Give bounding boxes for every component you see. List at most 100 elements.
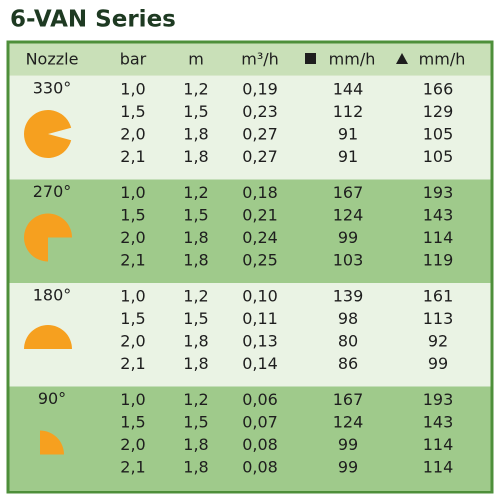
cell: 0,10 — [242, 287, 278, 306]
cell: 0,24 — [242, 228, 278, 247]
triangle-icon — [396, 53, 408, 64]
cell: 1,8 — [183, 228, 208, 247]
cell: 1,0 — [120, 80, 145, 99]
cell: 2,1 — [120, 251, 145, 270]
cell: 0,27 — [242, 125, 278, 144]
cell: 86 — [338, 354, 358, 373]
cell: 0,08 — [242, 458, 278, 477]
cell: 99 — [338, 228, 358, 247]
cell: 161 — [423, 287, 454, 306]
group-background — [9, 179, 491, 283]
cell: 1,5 — [183, 102, 208, 121]
cell: 112 — [333, 102, 364, 121]
cell: 143 — [423, 413, 454, 432]
cell: 1,5 — [183, 413, 208, 432]
title: 6-VAN Series — [10, 7, 176, 33]
cell: 91 — [338, 125, 358, 144]
cell: 2,1 — [120, 458, 145, 477]
nozzle-icon — [40, 430, 64, 455]
cell: 1,0 — [120, 287, 145, 306]
cell: 167 — [333, 183, 364, 202]
square-icon — [305, 53, 316, 64]
nozzle-angle: 180° — [33, 286, 72, 305]
cell: 1,0 — [120, 390, 145, 409]
cell: 98 — [338, 309, 358, 328]
nozzle-icon — [24, 213, 72, 262]
cell: 1,8 — [183, 435, 208, 454]
cell: 0,21 — [242, 206, 278, 225]
nozzle-angle: 330° — [33, 79, 72, 98]
cell: 2,0 — [120, 332, 145, 351]
cell: 1,5 — [120, 102, 145, 121]
cell: 99 — [338, 435, 358, 454]
cell: 1,2 — [183, 183, 208, 202]
cell: 166 — [423, 80, 454, 99]
cell: 167 — [333, 390, 364, 409]
cell: 80 — [338, 332, 358, 351]
cell: 0,07 — [242, 413, 278, 432]
cell: 0,14 — [242, 354, 278, 373]
cell: 0,23 — [242, 102, 278, 121]
header-row — [9, 43, 491, 76]
cell: 1,8 — [183, 458, 208, 477]
cell: 1,2 — [183, 80, 208, 99]
cell: 143 — [423, 206, 454, 225]
nozzle-icon — [23, 110, 72, 158]
nozzle-icon — [24, 325, 72, 349]
cell: 0,06 — [242, 390, 278, 409]
cell: 2,0 — [120, 228, 145, 247]
cell: 124 — [333, 413, 364, 432]
nozzle-angle: 270° — [33, 182, 72, 201]
cell: 0,08 — [242, 435, 278, 454]
column-header: mm/h — [419, 50, 466, 69]
cell: 129 — [423, 102, 454, 121]
cell: 119 — [423, 251, 454, 270]
cell: 92 — [428, 332, 448, 351]
cell: 0,25 — [242, 251, 278, 270]
cell: 99 — [428, 354, 448, 373]
cell: 103 — [333, 251, 364, 270]
cell: 2,1 — [120, 147, 145, 166]
cell: 1,2 — [183, 390, 208, 409]
cell: 1,5 — [120, 206, 145, 225]
cell: 114 — [423, 435, 454, 454]
column-header: m — [188, 50, 204, 69]
cell: 114 — [423, 458, 454, 477]
cell: 144 — [333, 80, 364, 99]
cell: 114 — [423, 228, 454, 247]
cell: 1,0 — [120, 183, 145, 202]
cell: 2,1 — [120, 354, 145, 373]
cell: 1,5 — [183, 309, 208, 328]
cell: 1,8 — [183, 354, 208, 373]
cell: 1,5 — [120, 413, 145, 432]
cell: 0,27 — [242, 147, 278, 166]
cell: 1,5 — [183, 206, 208, 225]
cell: 0,13 — [242, 332, 278, 351]
cell: 2,0 — [120, 125, 145, 144]
column-header: m³/h — [241, 50, 279, 69]
column-header: Nozzle — [26, 50, 79, 69]
column-header: mm/h — [329, 50, 376, 69]
cell: 1,8 — [183, 332, 208, 351]
nozzle-angle: 90° — [38, 389, 66, 408]
cell: 1,5 — [120, 309, 145, 328]
group-background — [9, 76, 491, 180]
cell: 91 — [338, 147, 358, 166]
cell: 113 — [423, 309, 454, 328]
group-background — [9, 283, 491, 387]
cell: 139 — [333, 287, 364, 306]
cell: 2,0 — [120, 435, 145, 454]
cell: 0,19 — [242, 80, 278, 99]
column-header: bar — [120, 50, 147, 69]
cell: 105 — [423, 147, 454, 166]
cell: 0,11 — [242, 309, 278, 328]
cell: 99 — [338, 458, 358, 477]
cell: 124 — [333, 206, 364, 225]
cell: 1,8 — [183, 125, 208, 144]
cell: 0,18 — [242, 183, 278, 202]
cell: 1,2 — [183, 287, 208, 306]
cell: 1,8 — [183, 251, 208, 270]
cell: 105 — [423, 125, 454, 144]
